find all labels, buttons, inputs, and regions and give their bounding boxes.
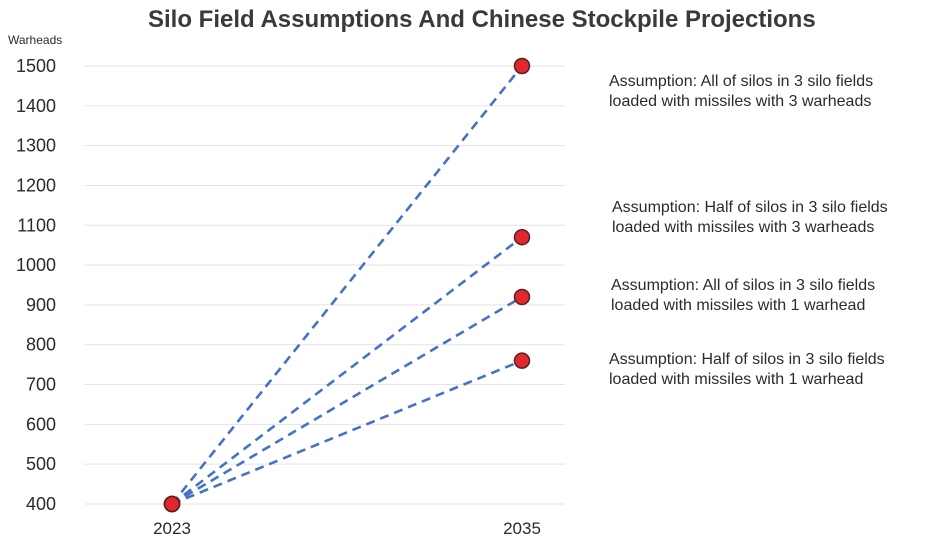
x-tick-label: 2023	[153, 519, 191, 538]
annotation-line: loaded with missiles with 3 warheads	[612, 219, 875, 236]
series-line	[170, 65, 524, 505]
y-tick-label: 900	[26, 295, 56, 315]
y-tick-label: 700	[26, 375, 56, 395]
series-line	[171, 295, 523, 506]
annotation-half-silos-3-warheads: Assumption: Half of silos in 3 silo fiel…	[612, 198, 888, 238]
y-axis-ticks: 400 500 600 700 800 900 1000 1100 1200 1300 1400 15…	[16, 56, 56, 514]
series-markers	[163, 57, 531, 513]
y-tick-label: 1000	[16, 255, 56, 275]
y-tick-label: 600	[26, 414, 56, 434]
annotation-line: Assumption: All of silos in 3 silo field…	[609, 73, 874, 90]
series-lines	[170, 65, 524, 506]
annotation-line: Assumption: All of silos in 3 silo field…	[611, 277, 876, 294]
data-point	[513, 288, 531, 306]
y-tick-label: 800	[26, 335, 56, 355]
annotation-all-silos-3-warheads: Assumption: All of silos in 3 silo field…	[609, 72, 873, 112]
annotation-line: Assumption: Half of silos in 3 silo fiel…	[612, 199, 888, 216]
annotation-all-silos-1-warhead: Assumption: All of silos in 3 silo field…	[611, 276, 875, 316]
annotation-line: loaded with missiles with 1 warhead	[609, 371, 864, 388]
gridlines	[85, 65, 565, 505]
y-axis-label: Warheads	[8, 33, 62, 47]
y-tick-label: 1400	[16, 96, 56, 116]
y-tick-label: 1100	[17, 215, 56, 235]
y-tick-label: 400	[26, 494, 56, 514]
y-tick-label: 500	[26, 454, 56, 474]
annotation-half-silos-1-warhead: Assumption: Half of silos in 3 silo fiel…	[609, 350, 885, 390]
annotation-line: Assumption: Half of silos in 3 silo fiel…	[609, 351, 885, 368]
x-tick-label: 2035	[503, 519, 541, 538]
data-point	[513, 352, 531, 369]
data-point	[163, 495, 181, 513]
series-line	[171, 236, 523, 506]
y-tick-label: 1200	[16, 175, 56, 195]
x-axis-ticks: 2023 2035	[153, 519, 541, 538]
annotation-line: loaded with missiles with 1 warhead	[611, 297, 866, 314]
y-tick-label: 1500	[16, 56, 56, 76]
series-line	[171, 359, 523, 506]
annotation-line: loaded with missiles with 3 warheads	[609, 93, 872, 110]
data-point	[513, 57, 531, 75]
y-tick-label: 1300	[16, 136, 56, 156]
data-point	[513, 228, 531, 246]
chart-title: Silo Field Assumptions And Chinese Stock…	[148, 6, 816, 33]
